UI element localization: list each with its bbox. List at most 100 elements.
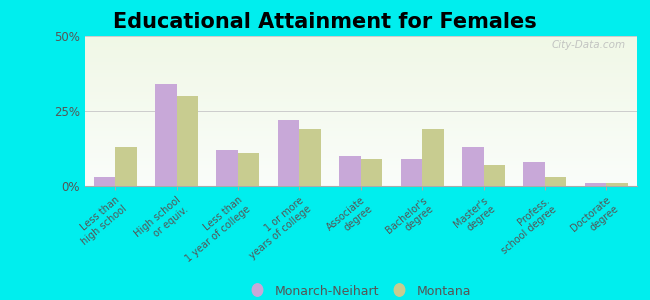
Bar — [84, 135, 637, 136]
Bar — [84, 72, 637, 73]
Bar — [84, 127, 637, 128]
Bar — [84, 112, 637, 113]
Bar — [84, 173, 637, 174]
Bar — [84, 93, 637, 94]
Bar — [84, 169, 637, 170]
Bar — [84, 62, 637, 63]
Bar — [84, 165, 637, 166]
Bar — [84, 60, 637, 61]
Bar — [84, 65, 637, 66]
Bar — [84, 128, 637, 129]
Bar — [84, 154, 637, 155]
Bar — [84, 37, 637, 38]
Bar — [84, 179, 637, 180]
Bar — [84, 156, 637, 157]
Bar — [84, 178, 637, 179]
Bar — [84, 76, 637, 77]
Bar — [84, 97, 637, 98]
Bar — [84, 180, 637, 181]
Bar — [84, 163, 637, 164]
Bar — [84, 120, 637, 121]
Bar — [84, 122, 637, 123]
Bar — [84, 85, 637, 86]
Bar — [84, 107, 637, 108]
Bar — [84, 89, 637, 90]
Bar — [84, 71, 637, 72]
Bar — [84, 118, 637, 119]
Bar — [84, 90, 637, 91]
Bar — [84, 51, 637, 52]
Bar — [84, 153, 637, 154]
Bar — [84, 125, 637, 126]
Bar — [84, 77, 637, 78]
Bar — [84, 155, 637, 156]
Bar — [84, 118, 637, 119]
Bar — [84, 146, 637, 147]
Bar — [84, 184, 637, 185]
Bar — [84, 152, 637, 153]
Bar — [84, 103, 637, 104]
Bar — [84, 59, 637, 60]
Bar — [84, 48, 637, 49]
Bar — [84, 42, 637, 43]
Bar — [84, 177, 637, 178]
Bar — [84, 38, 637, 39]
Bar — [84, 50, 637, 51]
Bar — [84, 115, 637, 116]
Bar — [84, 175, 637, 176]
Bar — [84, 85, 637, 86]
Bar — [115, 147, 136, 186]
Bar — [84, 168, 637, 169]
Bar — [84, 83, 637, 84]
Bar — [84, 114, 637, 115]
Bar — [84, 147, 637, 148]
Bar — [84, 80, 637, 81]
Bar — [84, 46, 637, 47]
Bar — [84, 121, 637, 122]
Bar — [523, 162, 545, 186]
Bar — [84, 142, 637, 143]
Bar — [84, 113, 637, 114]
Bar — [84, 96, 637, 97]
Bar — [84, 172, 637, 173]
Bar — [94, 177, 115, 186]
Bar — [84, 169, 637, 170]
Bar — [84, 87, 637, 88]
Bar — [84, 116, 637, 117]
Bar — [84, 70, 637, 71]
Bar — [84, 157, 637, 158]
Bar — [84, 181, 637, 182]
Bar — [84, 106, 637, 107]
Bar — [84, 111, 637, 112]
Bar — [84, 36, 637, 37]
Bar — [462, 147, 484, 186]
Bar — [84, 57, 637, 58]
Bar — [84, 66, 637, 67]
Bar — [84, 99, 637, 100]
Bar — [84, 117, 637, 118]
Bar — [278, 120, 300, 186]
Bar — [238, 153, 259, 186]
Bar — [84, 150, 637, 151]
Bar — [216, 150, 238, 186]
Bar — [84, 124, 637, 125]
Bar — [84, 167, 637, 168]
Bar — [84, 140, 637, 141]
Bar — [155, 84, 177, 186]
Bar — [84, 161, 637, 162]
Text: Educational Attainment for Females: Educational Attainment for Females — [113, 12, 537, 32]
Bar — [300, 129, 321, 186]
Bar — [84, 159, 637, 160]
Bar — [84, 95, 637, 96]
Bar — [84, 45, 637, 46]
Bar — [484, 165, 505, 186]
Bar — [84, 143, 637, 144]
Bar — [84, 148, 637, 149]
Bar — [84, 63, 637, 64]
Bar — [84, 134, 637, 135]
Bar — [84, 138, 637, 139]
Bar — [84, 126, 637, 127]
Bar — [84, 141, 637, 142]
Bar — [84, 86, 637, 87]
Bar — [84, 98, 637, 99]
